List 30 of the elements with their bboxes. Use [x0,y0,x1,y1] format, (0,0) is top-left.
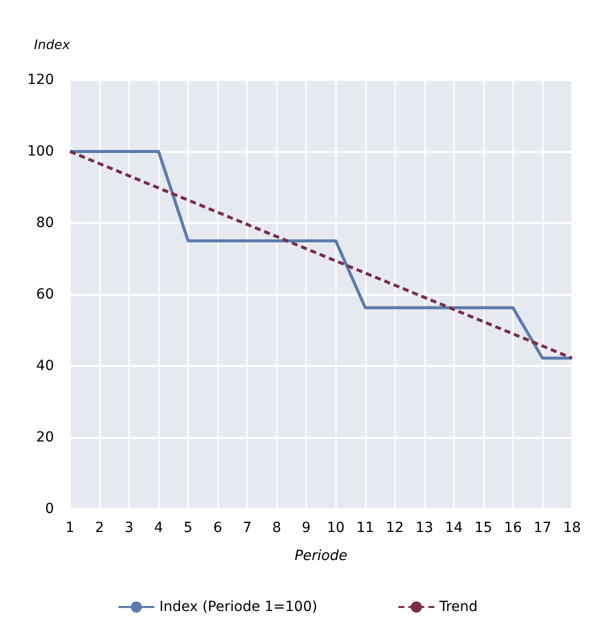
y-tick-label: 0 [45,501,54,517]
x-tick-label: 4 [154,520,164,536]
y-tick-label: 60 [36,286,54,302]
y-tick-label: 120 [27,72,54,88]
x-tick-label: 8 [272,520,282,536]
x-tick-label: 3 [124,520,134,536]
y-axis-title: Index [34,38,70,53]
x-tick-label: 6 [213,520,222,536]
legend-label: Index (Periode 1=100) [159,599,318,615]
x-tick-label: 10 [326,520,345,536]
x-tick-label: 9 [302,520,311,536]
y-tick-label: 100 [27,144,54,160]
x-tick-label: 5 [184,520,193,536]
x-tick-label: 11 [356,520,374,536]
x-axis-title: Periode [294,548,348,564]
y-tick-label: 20 [36,430,54,446]
x-tick-label: 18 [563,520,581,536]
x-tick-label: 12 [386,520,404,536]
legend-label: Trend [438,599,478,615]
x-tick-label: 13 [415,520,434,536]
y-tick-label: 80 [36,215,54,231]
x-tick-label: 7 [242,520,252,536]
x-tick-label: 14 [444,520,463,536]
x-tick-label: 16 [504,520,522,536]
line-series [68,150,574,360]
x-tick-label: 1 [66,520,74,536]
x-tick-label: 15 [474,520,492,536]
x-tick-label: 2 [95,520,104,536]
y-tick-label: 40 [36,358,54,374]
x-tick-label: 17 [534,520,552,536]
